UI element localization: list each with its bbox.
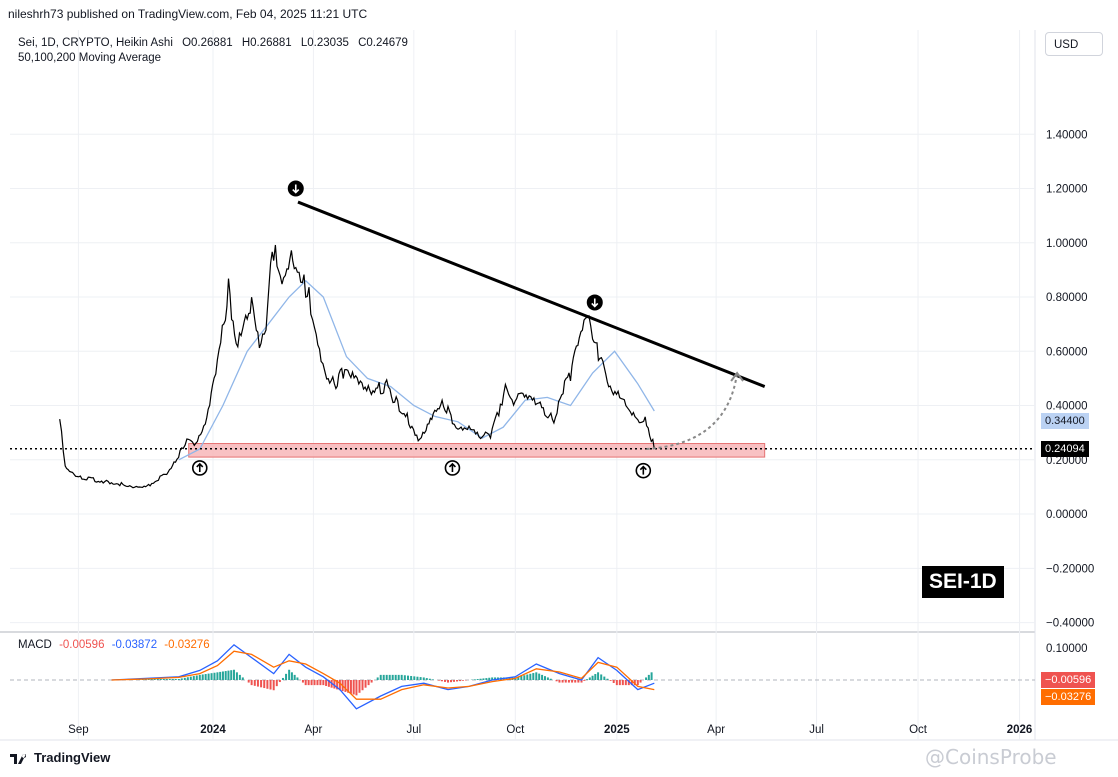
currency-button[interactable]: USD (1045, 32, 1103, 56)
tradingview-brand: TradingView (34, 750, 111, 765)
down-arrow-icon (292, 184, 300, 194)
symbol-legend: Sei, 1D, CRYPTO, Heikin Ashi O0.26881 H0… (18, 36, 408, 66)
price-tick-label: 0.00000 (1046, 509, 1088, 521)
axes: 1.40000 1.20000 1.00000 0.80000 0.60000 0.400… (68, 129, 1094, 736)
time-tick-label: 2024 (200, 724, 226, 736)
down-arrow-icon (591, 298, 599, 308)
ma-price-tag: 0.34400 (1041, 412, 1089, 429)
signal-line-value: -0.03276 (164, 639, 210, 651)
time-tick-label: 2026 (1007, 724, 1033, 736)
price-tick-label: −0.20000 (1046, 563, 1094, 575)
close-value: C0.24679 (358, 37, 408, 49)
macd-pane: 0.10000 (10, 643, 1088, 710)
time-tick-label: Jul (406, 724, 421, 736)
watermark: @CoinsProbe (925, 745, 1057, 769)
macd-tick-label: 0.10000 (1046, 643, 1088, 655)
signal-tag: −0.03276 (1041, 689, 1096, 705)
price-tick-label: 1.00000 (1046, 238, 1088, 250)
time-tick-label: Oct (506, 724, 525, 736)
up-arrow-icon (448, 462, 457, 472)
tradingview-logo-icon (10, 752, 30, 764)
projection-path (646, 372, 739, 450)
macd-hist-value: -0.00596 (59, 639, 105, 651)
signal-line (111, 650, 655, 700)
time-tick-label: Oct (909, 724, 928, 736)
tradingview-logo[interactable]: TradingView (10, 750, 110, 765)
up-arrow-icon (196, 462, 204, 472)
symbol-badge: SEI-1D (922, 566, 1004, 598)
time-tick-label: Apr (304, 724, 322, 736)
last-price-tag: 0.24094 (1041, 440, 1089, 457)
price-tick-label: 0.40000 (1046, 401, 1088, 413)
price-tick-label: 1.40000 (1046, 129, 1088, 141)
macd-legend: MACD -0.00596 -0.03872 -0.03276 (18, 639, 210, 651)
up-arrow-icon (639, 465, 647, 475)
time-tick-label: Jul (809, 724, 824, 736)
support-zone-rect (188, 443, 766, 458)
grid (0, 30, 1118, 741)
macd-label: MACD (18, 639, 52, 651)
price-tick-label: −0.40000 (1046, 618, 1094, 630)
ma-line (178, 279, 655, 461)
price-tick-label: 0.60000 (1046, 346, 1088, 358)
support-zone (188, 443, 766, 458)
publisher-line: nileshrh73 published on TradingView.com,… (8, 7, 368, 21)
price-tick-label: 1.20000 (1046, 184, 1088, 196)
markers (191, 180, 652, 479)
time-tick-label: 2025 (604, 724, 630, 736)
time-tick-label: Apr (707, 724, 725, 736)
price-line (59, 244, 655, 489)
macd-line (111, 643, 655, 710)
price-tick-label: 0.80000 (1046, 292, 1088, 304)
moving-average (178, 279, 655, 461)
price-series (59, 244, 655, 489)
projection-arrowhead (730, 371, 744, 382)
resistance-trendline (297, 200, 766, 388)
macd-line-value: -0.03872 (111, 639, 158, 651)
price-tick-label: 0.20000 (1046, 455, 1088, 467)
macd-tag: −0.00596 (1041, 672, 1096, 688)
low-value: L0.23035 (300, 37, 349, 49)
symbol-label: Sei, 1D, CRYPTO, Heikin Ashi (18, 37, 173, 49)
open-value: O0.26881 (182, 37, 233, 49)
time-tick-label: Sep (68, 724, 88, 736)
ma-legend: 50,100,200 Moving Average (18, 52, 162, 64)
high-value: H0.26881 (241, 37, 292, 49)
drawings (10, 200, 1035, 450)
